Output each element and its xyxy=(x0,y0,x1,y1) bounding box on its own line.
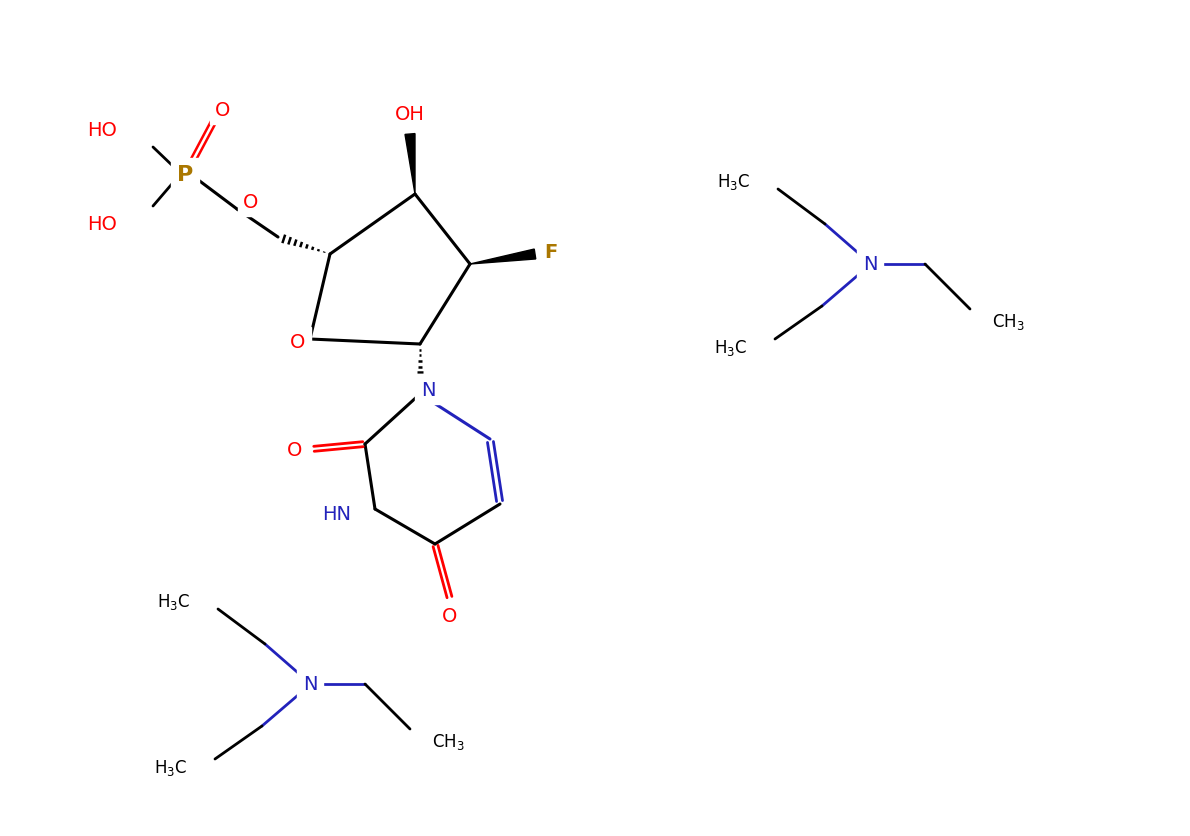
Text: O: O xyxy=(243,192,258,212)
Text: OH: OH xyxy=(395,105,425,125)
Text: O: O xyxy=(287,440,302,459)
Polygon shape xyxy=(470,250,536,265)
Text: H$_3$C: H$_3$C xyxy=(716,171,750,191)
Text: HO: HO xyxy=(87,215,117,234)
Text: P: P xyxy=(177,165,193,185)
Text: H$_3$C: H$_3$C xyxy=(714,338,747,358)
Text: CH$_3$: CH$_3$ xyxy=(992,312,1025,332)
Text: N: N xyxy=(302,675,318,694)
Text: O: O xyxy=(443,607,458,626)
Text: HN: HN xyxy=(322,505,351,524)
Text: H$_3$C: H$_3$C xyxy=(154,757,187,777)
Text: N: N xyxy=(863,255,877,274)
Text: O: O xyxy=(215,100,231,120)
Polygon shape xyxy=(405,135,415,195)
Text: CH$_3$: CH$_3$ xyxy=(432,732,465,751)
Text: HO: HO xyxy=(87,120,117,140)
Text: F: F xyxy=(544,243,558,263)
Text: H$_3$C: H$_3$C xyxy=(157,591,190,611)
Text: O: O xyxy=(290,333,306,352)
Text: N: N xyxy=(421,380,436,399)
